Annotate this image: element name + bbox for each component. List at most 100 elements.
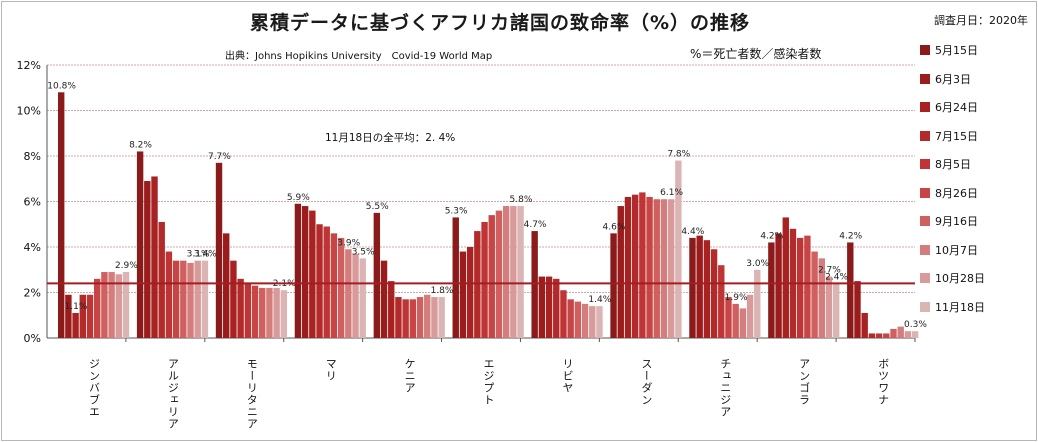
data-label: 7.8% bbox=[667, 150, 690, 160]
legend-label: 8月5日 bbox=[935, 158, 971, 172]
category-label: ケニア bbox=[403, 358, 416, 394]
bar bbox=[574, 301, 582, 338]
bar bbox=[72, 312, 79, 338]
bar bbox=[868, 333, 876, 338]
data-label: 10.8% bbox=[47, 81, 76, 91]
data-label: 1.8% bbox=[431, 286, 454, 296]
bar bbox=[832, 283, 840, 338]
bar bbox=[883, 333, 890, 338]
bar bbox=[710, 249, 718, 338]
bar bbox=[373, 212, 381, 338]
legend-label: 6月24日 bbox=[935, 101, 978, 115]
bar bbox=[754, 269, 761, 338]
bar bbox=[646, 196, 653, 338]
y-tick-label: 4% bbox=[24, 241, 41, 254]
bar bbox=[201, 260, 209, 338]
bar bbox=[337, 237, 345, 338]
category-label: エジプト bbox=[482, 358, 495, 406]
data-label: 3.1% bbox=[187, 250, 210, 260]
category-label: ボツワナ bbox=[877, 358, 890, 406]
bar bbox=[775, 233, 782, 338]
formula-note: %＝死亡者数／感染者数 bbox=[690, 47, 822, 61]
bar bbox=[316, 224, 323, 338]
bar bbox=[438, 297, 445, 338]
bar bbox=[395, 297, 402, 338]
bar bbox=[531, 231, 538, 338]
legend-label: 5月15日 bbox=[935, 44, 978, 58]
bar bbox=[545, 276, 553, 338]
category-label: リビヤ bbox=[561, 358, 574, 394]
bar bbox=[345, 249, 352, 338]
bar bbox=[144, 181, 151, 338]
bar bbox=[617, 206, 624, 338]
legend-swatch bbox=[920, 159, 930, 170]
legend-item: 7月15日 bbox=[920, 122, 1030, 151]
data-label: 4.2% bbox=[839, 231, 862, 241]
data-label: 8.2% bbox=[129, 140, 152, 150]
category-label: マリ bbox=[324, 358, 337, 382]
bar bbox=[502, 206, 510, 338]
category-label: モーリタニア bbox=[245, 358, 258, 430]
bar bbox=[459, 251, 467, 338]
bar bbox=[510, 206, 517, 338]
bar bbox=[675, 160, 682, 338]
bar bbox=[890, 328, 897, 338]
bar bbox=[818, 258, 825, 338]
bar bbox=[474, 231, 481, 338]
bar bbox=[639, 192, 646, 338]
category-label: ジンバブエ bbox=[88, 358, 101, 418]
y-tick-label: 6% bbox=[24, 196, 41, 209]
bar bbox=[65, 294, 72, 338]
source-text: 出典：Johns Hopikins University Covid-19 Wo… bbox=[225, 51, 493, 62]
bar bbox=[165, 251, 173, 338]
category-label: アルジェリア bbox=[166, 358, 179, 430]
bar bbox=[732, 303, 739, 338]
y-tick-label: 0% bbox=[24, 332, 41, 345]
bar bbox=[359, 258, 366, 338]
bar bbox=[380, 260, 388, 338]
bar bbox=[223, 233, 230, 338]
legend-swatch bbox=[920, 73, 930, 84]
bar bbox=[280, 290, 288, 338]
legend-swatch bbox=[920, 244, 930, 255]
data-label: 4.4% bbox=[681, 227, 704, 237]
bar bbox=[151, 176, 158, 338]
bar bbox=[94, 278, 101, 338]
bar bbox=[330, 233, 338, 338]
bar bbox=[861, 312, 868, 338]
data-label: 2.7% bbox=[818, 266, 841, 276]
bar bbox=[667, 199, 675, 338]
bar bbox=[782, 217, 789, 338]
survey-date: 調査月日：2020年 bbox=[934, 14, 1028, 27]
bar bbox=[804, 235, 811, 338]
bar bbox=[481, 221, 488, 338]
bar bbox=[768, 242, 775, 338]
legend-item: 9月16日 bbox=[920, 207, 1030, 236]
category-label: チュニジア bbox=[719, 358, 732, 418]
bar bbox=[136, 151, 144, 338]
category-label: アンゴラ bbox=[798, 358, 811, 406]
data-label: 1.1% bbox=[65, 302, 88, 312]
legend-label: 7月15日 bbox=[935, 129, 978, 143]
bar bbox=[266, 287, 273, 338]
bar bbox=[466, 247, 474, 338]
data-label: 3.0% bbox=[746, 259, 769, 269]
bar bbox=[194, 260, 201, 338]
bar bbox=[251, 285, 259, 338]
average-annotation: 11月18日の全平均：2. 4% bbox=[325, 131, 455, 144]
bar bbox=[273, 287, 280, 338]
legend: 5月15日 6月3日 6月24日 7月15日 8月5日 8月26日 9月16日 10月7日 10… bbox=[920, 36, 1030, 321]
data-label: 0.3% bbox=[904, 320, 927, 330]
legend-swatch bbox=[920, 216, 930, 227]
category-label: スーダン bbox=[640, 358, 653, 406]
bar bbox=[244, 283, 252, 338]
legend-swatch bbox=[920, 301, 930, 312]
legend-item: 6月24日 bbox=[920, 93, 1030, 122]
bar bbox=[589, 306, 596, 338]
bar bbox=[101, 272, 108, 338]
bar bbox=[323, 226, 330, 338]
bar bbox=[796, 237, 804, 338]
bar bbox=[581, 303, 589, 338]
bar bbox=[115, 274, 122, 338]
bar bbox=[309, 210, 316, 338]
